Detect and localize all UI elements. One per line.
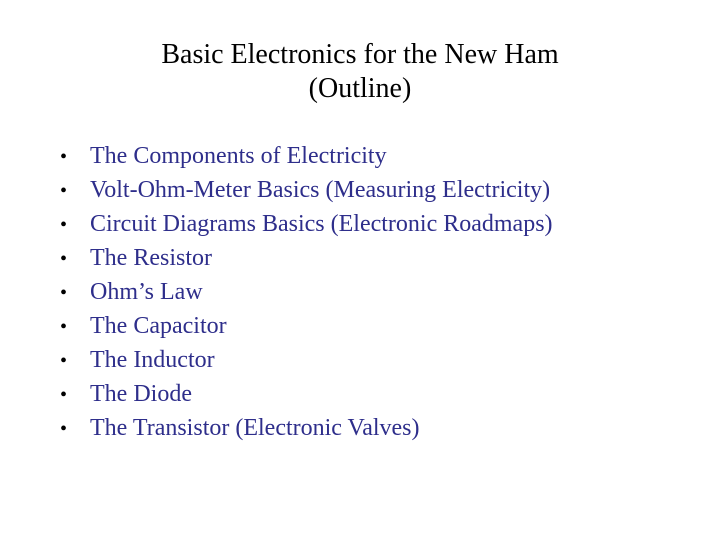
bullet-icon: • bbox=[60, 350, 90, 373]
bullet-icon: • bbox=[60, 282, 90, 305]
list-item: • The Transistor (Electronic Valves) bbox=[60, 413, 720, 443]
list-item: • The Diode bbox=[60, 379, 720, 409]
list-item: • Circuit Diagrams Basics (Electronic Ro… bbox=[60, 209, 720, 239]
bullet-text: The Resistor bbox=[90, 243, 212, 273]
bullet-text: The Diode bbox=[90, 379, 192, 409]
bullet-text: The Capacitor bbox=[90, 311, 227, 341]
list-item: • Ohm’s Law bbox=[60, 277, 720, 307]
bullet-icon: • bbox=[60, 180, 90, 203]
bullet-list: • The Components of Electricity • Volt-O… bbox=[0, 141, 720, 443]
bullet-text: Circuit Diagrams Basics (Electronic Road… bbox=[90, 209, 553, 239]
bullet-text: Ohm’s Law bbox=[90, 277, 203, 307]
bullet-text: The Inductor bbox=[90, 345, 215, 375]
list-item: • The Resistor bbox=[60, 243, 720, 273]
bullet-text: Volt-Ohm-Meter Basics (Measuring Electri… bbox=[90, 175, 550, 205]
slide: Basic Electronics for the New Ham (Outli… bbox=[0, 0, 720, 540]
list-item: • The Inductor bbox=[60, 345, 720, 375]
bullet-text: The Components of Electricity bbox=[90, 141, 387, 171]
title-line-1: Basic Electronics for the New Ham bbox=[0, 38, 720, 72]
bullet-icon: • bbox=[60, 316, 90, 339]
bullet-text: The Transistor (Electronic Valves) bbox=[90, 413, 420, 443]
list-item: • The Components of Electricity bbox=[60, 141, 720, 171]
list-item: • Volt-Ohm-Meter Basics (Measuring Elect… bbox=[60, 175, 720, 205]
slide-title: Basic Electronics for the New Ham (Outli… bbox=[0, 38, 720, 105]
list-item: • The Capacitor bbox=[60, 311, 720, 341]
title-line-2: (Outline) bbox=[0, 72, 720, 106]
bullet-icon: • bbox=[60, 214, 90, 237]
bullet-icon: • bbox=[60, 418, 90, 441]
bullet-icon: • bbox=[60, 384, 90, 407]
bullet-icon: • bbox=[60, 146, 90, 169]
bullet-icon: • bbox=[60, 248, 90, 271]
